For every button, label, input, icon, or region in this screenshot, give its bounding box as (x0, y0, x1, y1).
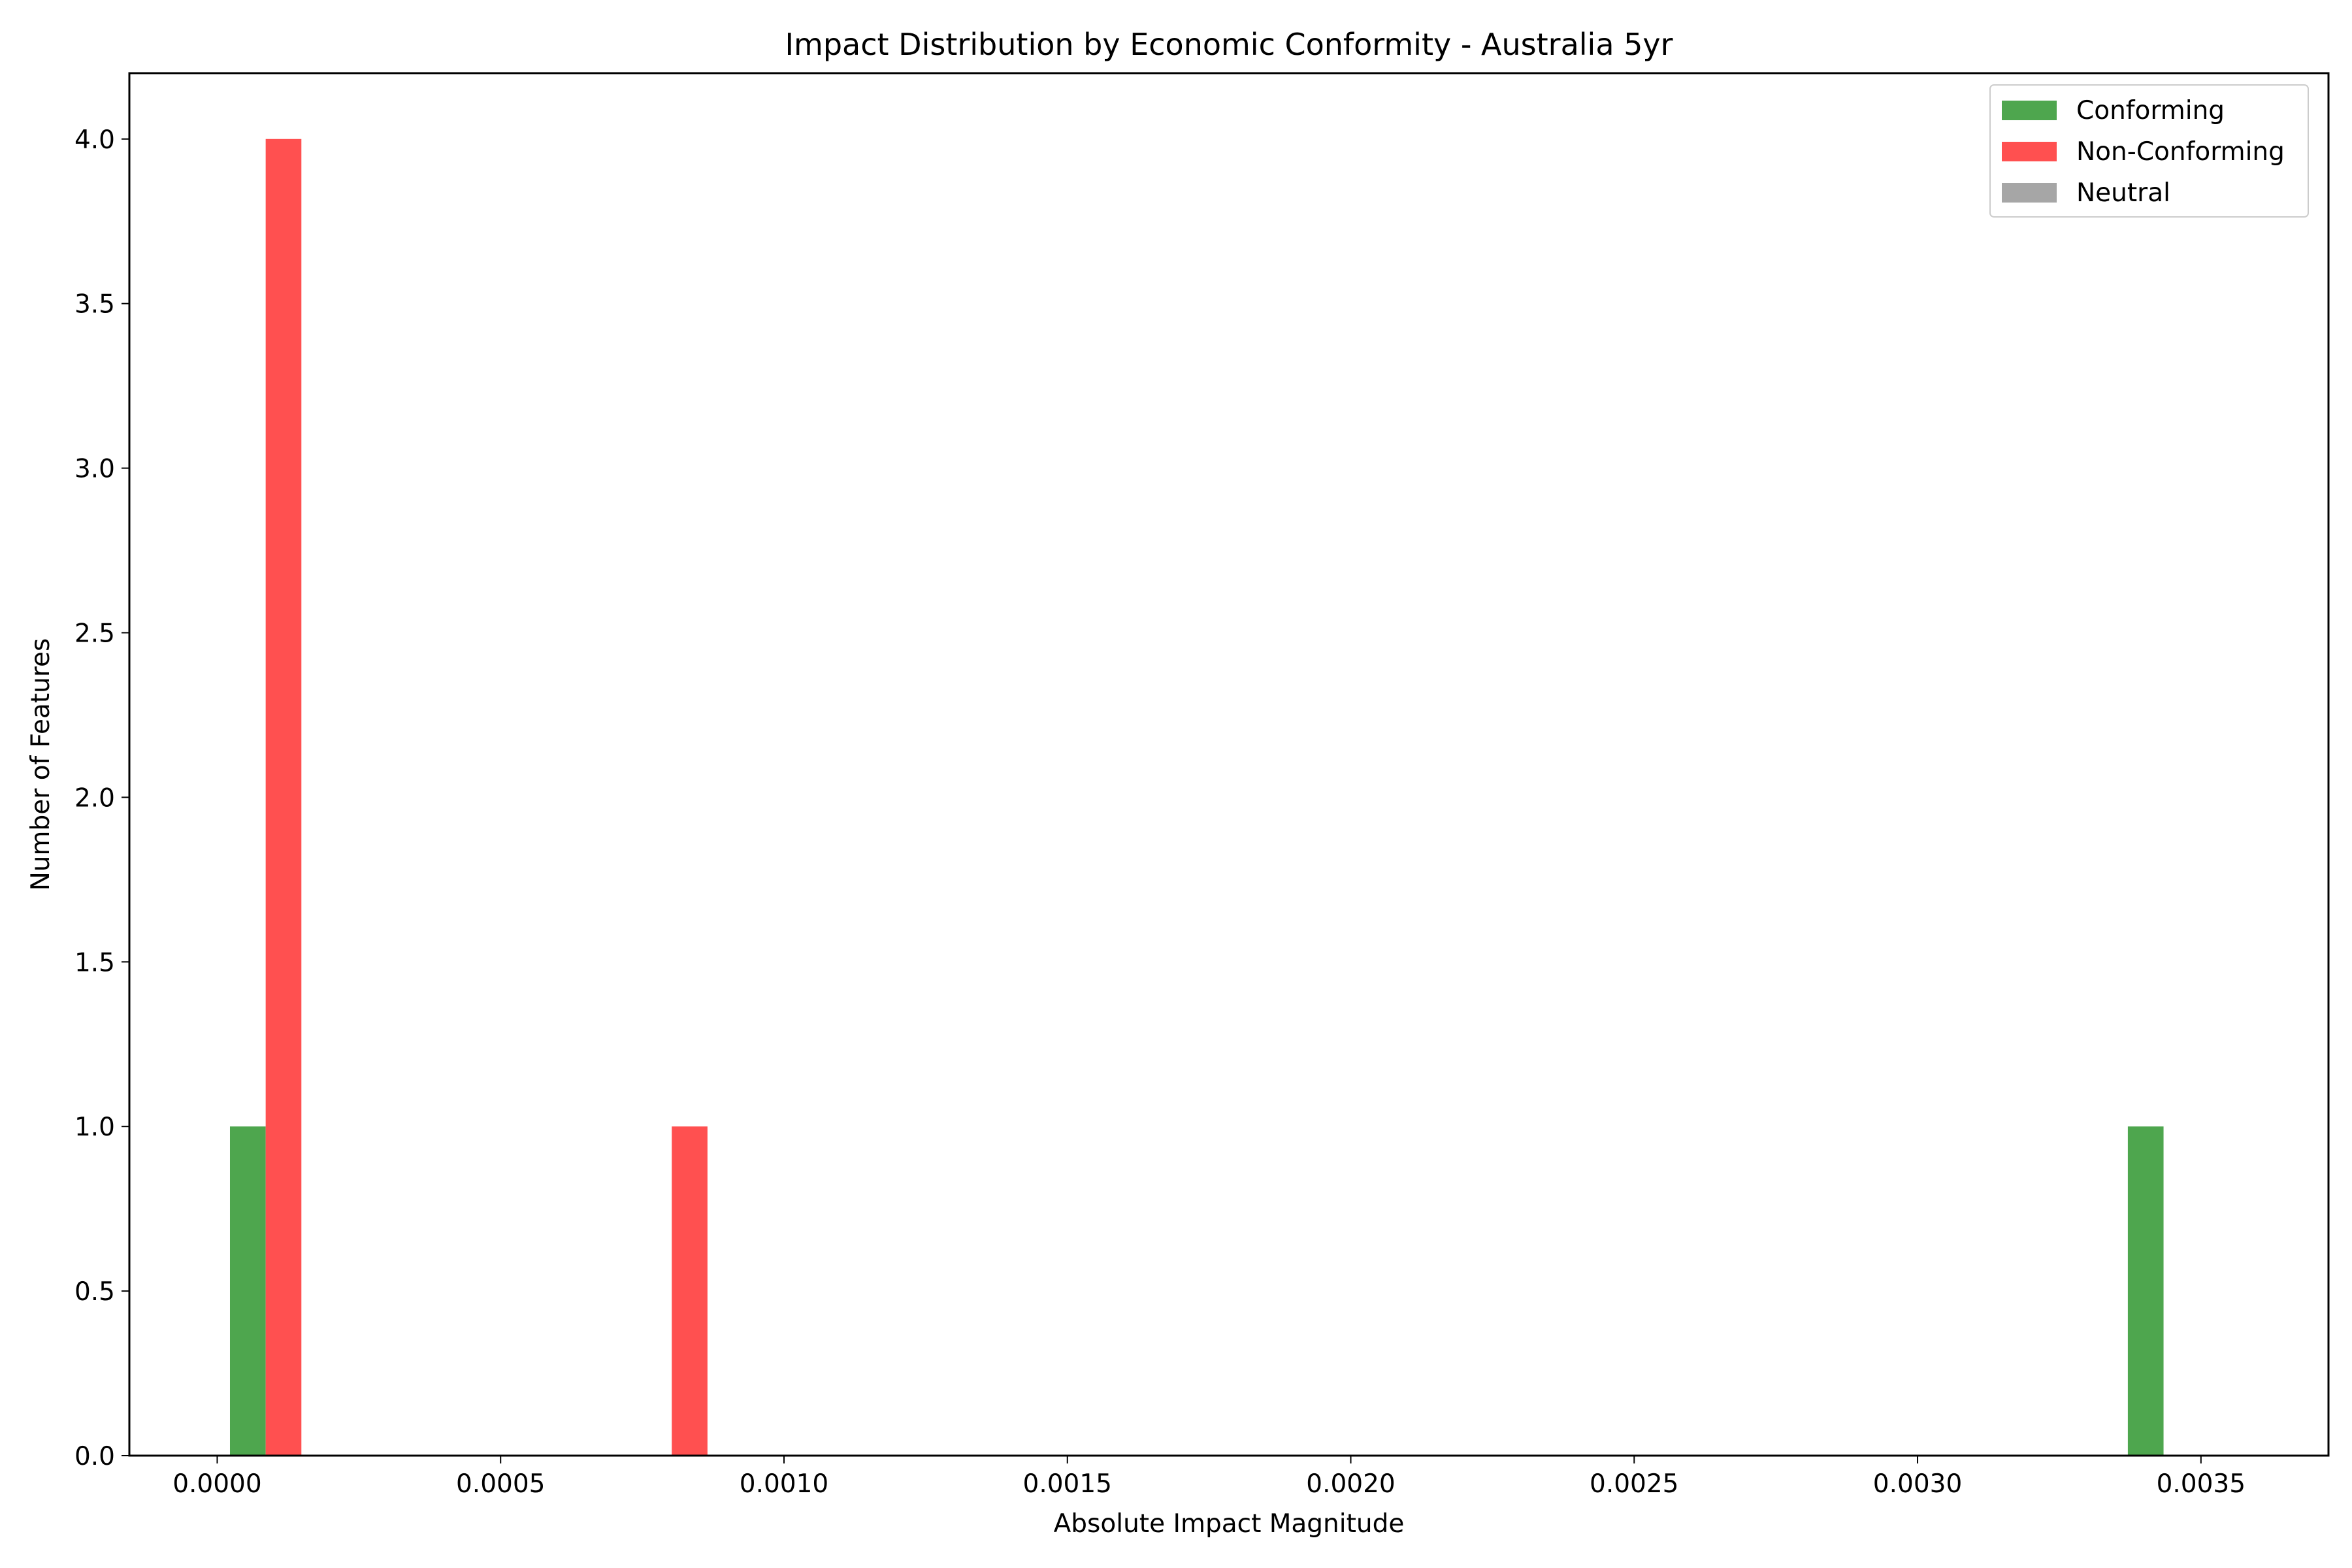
y-tick-label: 0.0 (74, 1442, 115, 1471)
x-axis-title: Absolute Impact Magnitude (1054, 1509, 1405, 1539)
y-axis-title: Number of Features (26, 638, 56, 891)
y-tick-label: 0.5 (74, 1277, 115, 1307)
legend-swatch (2002, 142, 2057, 161)
x-tick-label: 0.0035 (2157, 1469, 2246, 1499)
bar-conforming-0 (229, 1126, 266, 1456)
legend-swatch (2002, 101, 2057, 120)
bar-non-conforming-0 (265, 139, 302, 1456)
plot-frame (128, 72, 2330, 1457)
x-axis: 0.0000 0.0005 0.0010 0.0015 0.0020 0.0025 0.00… (172, 1456, 2246, 1499)
plot-area (229, 139, 2164, 1456)
y-axis: 0.0 0.5 1.0 1.5 2.0 2.5 3.0 3.5 4.0 (74, 125, 129, 1471)
x-tick-label: 0.0005 (456, 1469, 545, 1499)
bar-conforming-1 (2127, 1126, 2164, 1456)
x-tick-label: 0.0000 (172, 1469, 261, 1499)
x-tick-label: 0.0010 (740, 1469, 828, 1499)
y-tick-label: 3.0 (74, 455, 115, 484)
y-tick-label: 2.0 (74, 783, 115, 813)
x-tick-label: 0.0020 (1306, 1469, 1395, 1499)
legend: Conforming Non-Conforming Neutral (1989, 84, 2309, 218)
x-tick-label: 0.0015 (1023, 1469, 1112, 1499)
legend-box (1989, 84, 2309, 218)
y-tick-label: 3.5 (74, 290, 115, 319)
legend-label: Conforming (2076, 96, 2225, 125)
y-tick-label: 1.0 (74, 1113, 115, 1142)
y-tick-label: 1.5 (74, 948, 115, 977)
x-tick-label: 0.0030 (1873, 1469, 1962, 1499)
legend-label: Non-Conforming (2076, 137, 2285, 167)
x-tick-label: 0.0025 (1590, 1469, 1678, 1499)
y-tick-label: 4.0 (74, 125, 115, 155)
bar-non-conforming-1 (672, 1126, 708, 1456)
y-tick-label: 2.5 (74, 619, 115, 648)
legend-label: Neutral (2076, 178, 2170, 208)
chart-title: Impact Distribution by Economic Conformi… (785, 27, 1673, 62)
legend-swatch (2002, 183, 2057, 203)
